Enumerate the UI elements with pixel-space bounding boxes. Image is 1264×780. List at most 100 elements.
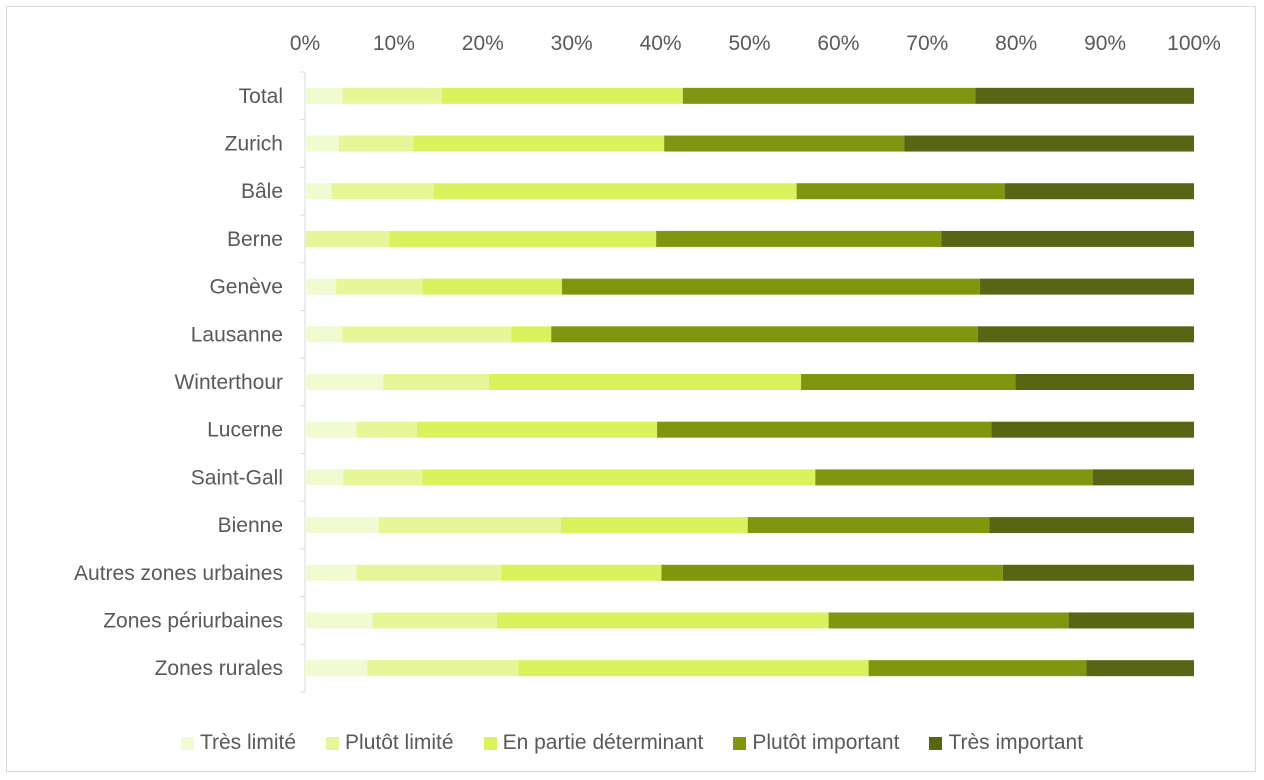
bar-segment [1092,469,1194,486]
bar-segment [441,87,683,104]
x-tick-label: 80% [995,32,1037,55]
bar-segment [991,421,1194,438]
x-tick-label: 20% [462,32,504,55]
legend-item: En partie déterminant [483,731,704,755]
bar-segment [561,517,748,534]
x-tick-label: 40% [640,32,682,55]
bar-segment [747,517,990,534]
bar-segment [989,517,1194,534]
bar-segment [518,660,869,677]
x-tick-label: 30% [551,32,593,55]
bar-segment [356,564,502,581]
category-label: Genève [209,276,283,299]
bar-segment [305,660,368,677]
bar-segment [422,278,562,295]
legend-label: Très limité [199,731,297,754]
bar-segment [305,87,343,104]
bar-segment [501,564,662,581]
legend-label: Plutôt limité [345,731,454,754]
x-tick-label: 10% [373,32,415,55]
bar-segment [868,660,1087,677]
bar-segment [497,612,829,629]
bar-segment [338,135,414,152]
bar-segment [551,326,978,343]
bar-segment [417,421,658,438]
bar-segment [305,564,357,581]
category-label: Winterthour [174,371,283,394]
bar-segment [1068,612,1194,629]
x-tick-label: 100% [1167,32,1221,55]
bar-segment [372,612,498,629]
x-tick-label: 0% [290,32,320,55]
x-tick-label: 60% [817,32,859,55]
category-label: Berne [227,228,283,251]
bar-segment [305,469,344,486]
bar-segment [1002,564,1194,581]
bar-segment [305,517,379,534]
legend-item: Très limité [180,731,297,755]
x-tick-label: 70% [906,32,948,55]
category-label: Autres zones urbaines [74,562,283,585]
bar-segment [367,660,519,677]
legend-swatch [483,736,497,750]
bar-segment [331,183,434,200]
bar-segment [657,421,992,438]
bar-segment [336,278,423,295]
category-label: Zurich [225,133,283,156]
bar-segment [815,469,1093,486]
bar-segment [305,135,339,152]
bar-segment [305,612,373,629]
bar-segment [561,278,980,295]
legend-item: Plutôt limité [326,731,454,755]
legend-swatch [929,736,943,750]
bar-segment [801,374,1016,390]
bar-segment [342,87,442,104]
bar-segment [305,230,390,247]
legend-item: Très important [929,731,1083,755]
legend-swatch [733,736,747,750]
x-tick-label: 50% [728,32,770,55]
bar-segment [305,278,337,295]
bar-segment [383,374,490,390]
category-label: Lausanne [191,323,283,346]
category-label: Zones rurales [155,657,283,680]
bar-segment [1015,374,1194,390]
category-label: Lucerne [207,419,283,442]
bar-segment [356,421,418,438]
legend-label: En partie déterminant [502,731,704,754]
bar-segment [413,135,665,152]
bar-segment [489,374,802,390]
bar-segment [511,326,552,343]
bar-segment [305,421,357,438]
bar-segment [904,135,1194,152]
bar-segment [941,230,1194,247]
bar-segment [343,469,423,486]
x-tick-label: 90% [1084,32,1126,55]
bar-segment [305,326,343,343]
bar-segment [661,564,1003,581]
legend-swatch [326,736,340,750]
legend-label: Très important [948,731,1084,754]
bar-segment [378,517,562,534]
bar-segment [975,87,1194,104]
bar-segment [828,612,1069,629]
bar-segment [977,326,1194,343]
legend: Très limité Plutôt limité En partie déterm… [0,728,1264,758]
bar-segment [796,183,1005,200]
category-label: Bienne [218,514,283,537]
bar-segment [422,469,816,486]
bar-segment [433,183,797,200]
legend-item: Plutôt important [733,731,899,755]
bar-segment [305,183,332,200]
bar-segment [342,326,512,343]
bar-segment [1004,183,1194,200]
bar-segment [389,230,657,247]
bar-segment [656,230,942,247]
category-label: Total [239,85,283,108]
bar-segment [682,87,976,104]
bar-segment [305,374,384,390]
legend-label: Plutôt important [752,731,900,754]
legend-swatch [180,736,194,750]
category-label: Zones périurbaines [103,609,283,632]
